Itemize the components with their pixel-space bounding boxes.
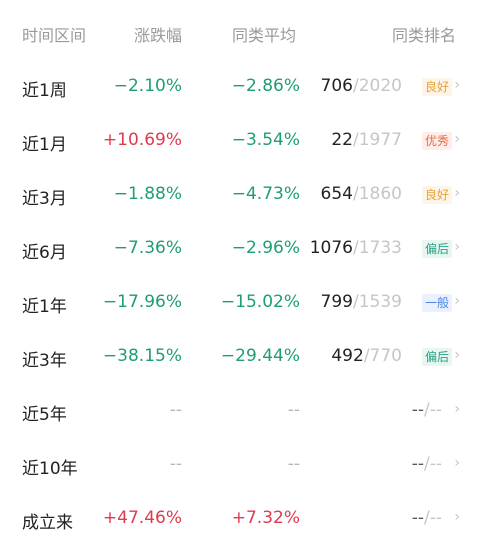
table-row[interactable]: 近5年 -- -- --/-- › [0,386,480,440]
row-period: 成立来 [22,513,73,533]
rank-position: -- [411,400,424,420]
row-category-average: +7.32% [231,508,300,528]
rank-total: /1539 [353,292,402,312]
row-category-average: −4.73% [231,184,300,204]
chevron-right-icon[interactable]: › [454,131,460,147]
row-period: 近1月 [22,135,67,155]
row-change: −2.10% [113,76,182,96]
rank-total: /-- [424,508,442,528]
rank-position: 492 [331,346,364,366]
rank-total: /1977 [353,130,402,150]
row-period: 近6月 [22,243,67,263]
row-period: 近3年 [22,351,67,371]
row-change: −17.96% [102,292,182,312]
chevron-right-icon[interactable]: › [454,347,460,363]
rank-position: 654 [320,184,353,204]
row-change: −38.15% [102,346,182,366]
table-row[interactable]: 成立来 +47.46% +7.32% --/-- › [0,494,480,548]
table-row[interactable]: 近1周 −2.10% −2.86% 706/2020 良好 › [0,62,480,116]
header-period: 时间区间 [22,26,87,45]
row-period: 近3月 [22,189,67,209]
rank-badge: 偏后 [421,348,452,366]
table-row[interactable]: 近1月 +10.69% −3.54% 22/1977 优秀 › [0,116,480,170]
row-change: −7.36% [113,238,182,258]
row-rank: 654/1860 [321,184,402,204]
table-row[interactable]: 近6月 −7.36% −2.96% 1076/1733 偏后 › [0,224,480,278]
rank-position: -- [411,508,424,528]
header-category-rank: 同类排名 [391,26,456,45]
chevron-right-icon[interactable]: › [454,293,460,309]
row-category-average: -- [287,454,300,474]
row-period: 近1年 [22,297,67,317]
row-rank: 706/2020 [321,76,402,96]
row-period: 近5年 [22,405,67,425]
row-period: 近10年 [22,459,78,479]
chevron-right-icon[interactable]: › [454,185,460,201]
row-change: +10.69% [102,130,182,150]
table-row[interactable]: 近10年 -- -- --/-- › [0,440,480,494]
rank-position: 22 [331,130,353,150]
table-row[interactable]: 近3月 −1.88% −4.73% 654/1860 良好 › [0,170,480,224]
row-category-average: −3.54% [231,130,300,150]
rank-badge: 一般 [421,294,452,312]
row-category-average: −2.86% [231,76,300,96]
rank-total: /-- [424,454,442,474]
rank-total: /-- [424,400,442,420]
chevron-right-icon[interactable]: › [454,455,460,471]
row-rank: 799/1539 [321,292,402,312]
rank-position: 1076 [309,238,353,258]
chevron-right-icon[interactable]: › [454,401,460,417]
row-rank: --/-- [412,508,442,528]
rank-badge: 偏后 [421,240,452,258]
rank-badge: 良好 [421,78,452,96]
rank-total: /1860 [353,184,402,204]
row-change: −1.88% [113,184,182,204]
table-row[interactable]: 近3年 −38.15% −29.44% 492/770 偏后 › [0,332,480,386]
row-rank: --/-- [412,454,442,474]
rank-total: /1733 [353,238,402,258]
row-category-average: −2.96% [231,238,300,258]
row-rank: --/-- [412,400,442,420]
rank-total: /770 [363,346,402,366]
chevron-right-icon[interactable]: › [454,509,460,525]
row-change: -- [169,454,182,474]
table-body: 近1周 −2.10% −2.86% 706/2020 良好 › 近1月 +10.… [0,62,480,548]
row-change: -- [169,400,182,420]
rank-position: -- [411,454,424,474]
chevron-right-icon[interactable]: › [454,239,460,255]
row-category-average: -- [287,400,300,420]
rank-badge: 优秀 [421,132,452,150]
row-rank: 1076/1733 [310,238,402,258]
row-rank: 492/770 [331,346,402,366]
row-change: +47.46% [102,508,182,528]
row-rank: 22/1977 [331,130,402,150]
row-category-average: −29.44% [220,346,300,366]
row-period: 近1周 [22,81,67,101]
rank-total: /2020 [353,76,402,96]
rank-position: 799 [320,292,353,312]
header-category-average: 同类平均 [231,26,296,45]
table-row[interactable]: 近1年 −17.96% −15.02% 799/1539 一般 › [0,278,480,332]
header-change: 涨跌幅 [133,26,182,45]
chevron-right-icon[interactable]: › [454,77,460,93]
table-header: 时间区间 涨跌幅 同类平均 同类排名 [0,0,480,62]
row-category-average: −15.02% [220,292,300,312]
rank-badge: 良好 [421,186,452,204]
rank-position: 706 [320,76,353,96]
